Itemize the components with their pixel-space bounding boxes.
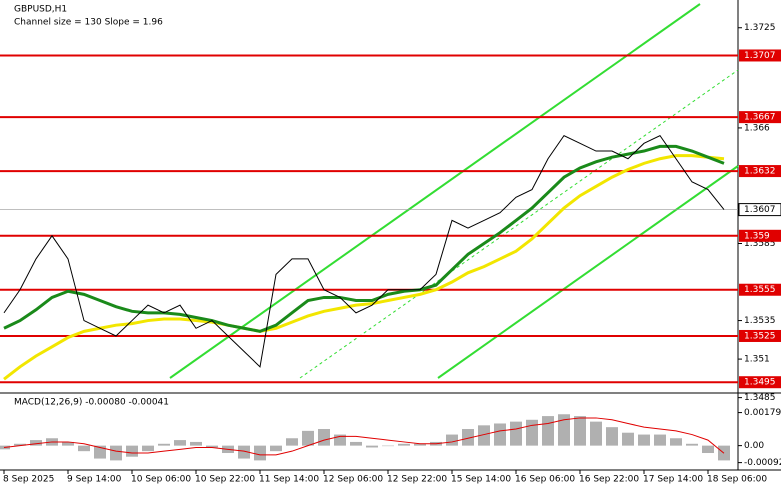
macd-bar: [206, 445, 218, 448]
y-tick-label: 1.366: [744, 123, 770, 133]
macd-bar: [414, 443, 426, 446]
macd-bar: [478, 425, 490, 446]
macd-bar: [78, 445, 90, 452]
macd-bar: [254, 445, 266, 461]
y-tick-label: 1.3485: [744, 393, 776, 403]
x-tick-label: 15 Sep 14:00: [451, 475, 511, 485]
macd-bar: [638, 434, 650, 446]
macd-bar: [174, 440, 186, 446]
macd-bar: [62, 441, 74, 446]
macd-bar: [526, 419, 538, 446]
level-label-box: [739, 376, 781, 389]
x-tick-label: 17 Sep 14:00: [643, 475, 703, 485]
macd-bar: [302, 430, 314, 446]
macd-bar: [238, 445, 250, 459]
x-tick-label: 9 Sep 14:00: [67, 475, 122, 485]
macd-bar: [158, 443, 170, 446]
x-tick-label: 8 Sep 2025: [3, 475, 54, 485]
series-line: [3, 134, 725, 368]
x-tick-label: 12 Sep 06:00: [323, 475, 383, 485]
level-label: 1.359: [744, 231, 770, 241]
macd-bar: [702, 445, 714, 454]
level-label-box: [739, 165, 781, 178]
macd-bar: [142, 445, 154, 452]
y-tick-label: 1.351: [744, 355, 770, 365]
macd-bar: [654, 434, 666, 446]
macd-bar: [622, 432, 634, 446]
x-tick-label: 10 Sep 22:00: [195, 475, 255, 485]
macd-bar: [558, 414, 570, 446]
level-label: 1.3555: [744, 285, 776, 295]
macd-bar: [462, 429, 474, 446]
macd-bar: [270, 445, 282, 452]
macd-bar: [14, 443, 26, 446]
chart-subtitle: Channel size = 130 Slope = 1.96: [14, 18, 163, 28]
series-line: [3, 154, 725, 381]
y-tick-label: 1.3585: [744, 239, 776, 249]
level-label: 1.3632: [744, 167, 776, 177]
macd-bar: [110, 445, 122, 461]
macd-bar: [350, 441, 362, 446]
macd-bar: [670, 438, 682, 446]
y-tick-label: 0.00: [744, 441, 764, 451]
macd-bar: [446, 434, 458, 446]
macd-bar: [190, 441, 202, 446]
channel-middle: [299, 69, 739, 379]
x-tick-label: 10 Sep 06:00: [131, 475, 191, 485]
macd-bar: [686, 443, 698, 446]
macd-bar: [30, 440, 42, 446]
last-price-box: [738, 203, 781, 217]
macd-bar: [542, 416, 554, 446]
macd-bar: [126, 445, 138, 457]
level-label: 1.3667: [744, 113, 776, 123]
macd-bar: [494, 423, 506, 446]
last-price-label: 1.3607: [744, 205, 776, 215]
level-label-box: [739, 283, 781, 296]
level-label: 1.3525: [744, 331, 776, 341]
macd-bar: [286, 438, 298, 446]
macd-bar: [510, 421, 522, 446]
series-line: [3, 417, 725, 456]
x-tick-label: 12 Sep 22:00: [387, 475, 447, 485]
macd-bar: [382, 445, 394, 447]
x-tick-label: 16 Sep 06:00: [515, 475, 575, 485]
channel: [169, 3, 739, 379]
y-tick-label: -0.00092: [744, 458, 781, 468]
macd-bar: [94, 445, 106, 459]
macd-bar: [366, 445, 378, 448]
y-tick-label: 1.3725: [744, 23, 776, 33]
level-label-box: [739, 329, 781, 342]
y-tick-label: 1.3535: [744, 316, 776, 326]
level-label: 1.3495: [744, 378, 776, 388]
macd-bar: [318, 429, 330, 446]
level-label-box: [739, 111, 781, 124]
level-label-box: [739, 229, 781, 242]
macd-bar: [334, 434, 346, 446]
channel-lower: [437, 165, 739, 379]
x-tick-label: 18 Sep 06:00: [707, 475, 767, 485]
macd-bar: [590, 421, 602, 446]
chart-title: GBPUSD,H1: [14, 5, 67, 15]
macd-bar: [574, 416, 586, 446]
x-tick-label: 11 Sep 14:00: [259, 475, 319, 485]
level-label: 1.3707: [744, 51, 776, 61]
macd-title: MACD(12,26,9) -0.00080 -0.00041: [14, 398, 169, 408]
y-tick-label: 0.00179: [744, 408, 781, 418]
macd-bar: [606, 427, 618, 446]
channel-upper: [169, 3, 701, 379]
level-label-box: [739, 49, 781, 62]
series-line: [3, 144, 725, 333]
macd-bar: [398, 443, 410, 446]
x-tick-label: 16 Sep 22:00: [579, 475, 639, 485]
